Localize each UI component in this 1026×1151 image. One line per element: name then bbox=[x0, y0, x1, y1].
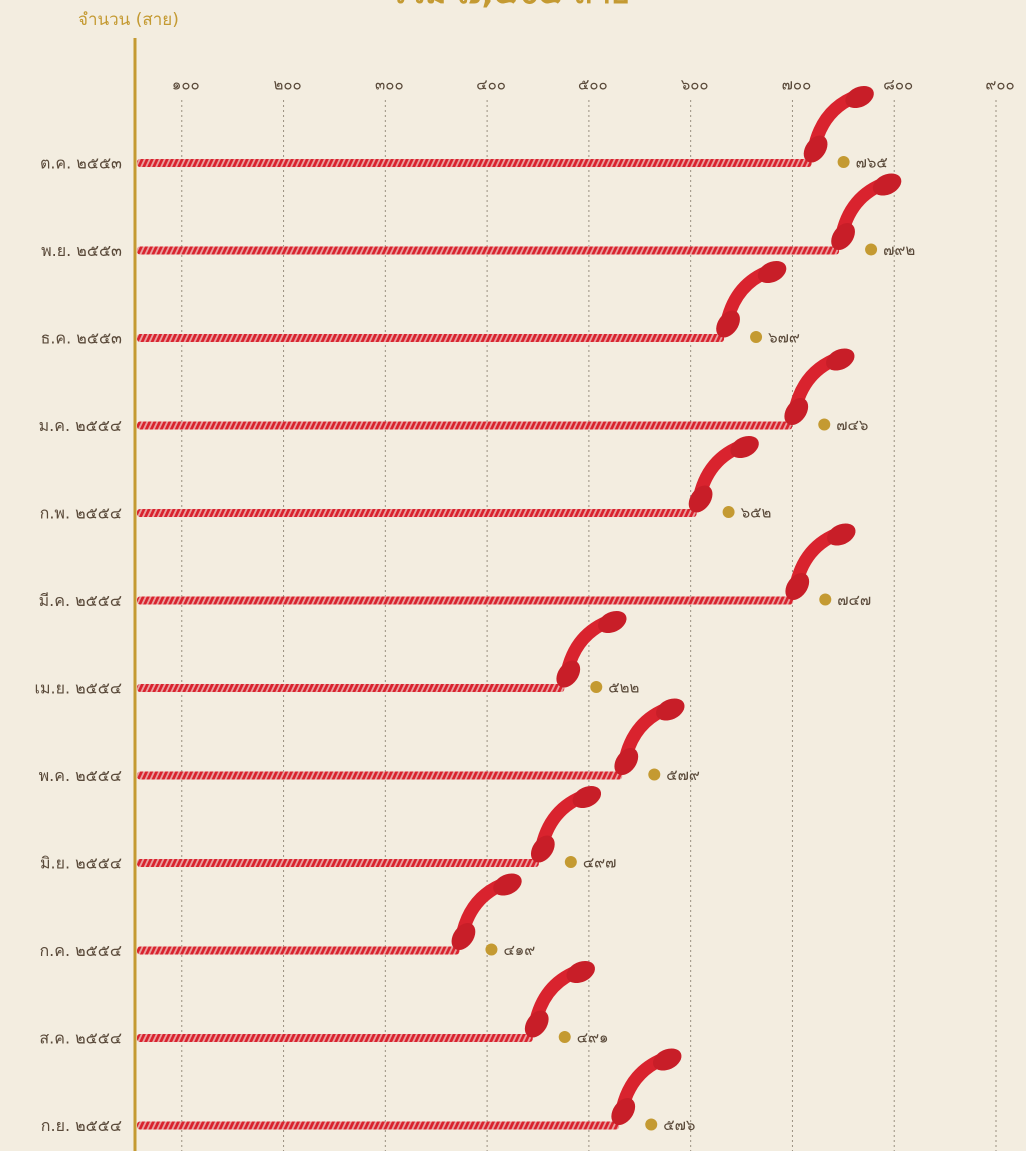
handset-ear bbox=[845, 85, 874, 109]
x-tick-label: ๘๐๐ bbox=[883, 76, 913, 94]
category-label: ก.ย. ๒๕๕๔ bbox=[41, 1116, 122, 1135]
axis-label: จำนวน (สาย) bbox=[78, 10, 179, 30]
handset-mouth bbox=[831, 222, 855, 251]
bar bbox=[137, 946, 460, 955]
value-dot bbox=[485, 943, 498, 956]
value-dot bbox=[865, 243, 878, 256]
value-dot bbox=[818, 418, 831, 431]
handset-ear bbox=[827, 523, 856, 546]
handset bbox=[803, 85, 874, 163]
bar bbox=[137, 596, 794, 605]
category-label: มี.ค. ๒๕๕๔ bbox=[39, 591, 122, 610]
bar bbox=[137, 246, 840, 255]
value-dot bbox=[558, 1031, 571, 1043]
bar bbox=[137, 1034, 533, 1042]
category-label: ก.ค. ๒๕๕๔ bbox=[39, 941, 122, 960]
value-label: ๗๙๒ bbox=[883, 241, 915, 259]
value-dot bbox=[750, 331, 763, 343]
handset bbox=[556, 610, 627, 688]
handset bbox=[688, 435, 759, 513]
handset-ear bbox=[757, 260, 787, 284]
handset bbox=[831, 173, 902, 251]
x-tick-label: ๒๐๐ bbox=[273, 76, 301, 94]
handset bbox=[716, 260, 787, 338]
value-dot bbox=[590, 681, 603, 693]
handset-ear bbox=[493, 873, 522, 896]
category-label: พ.ค. ๒๕๕๔ bbox=[39, 766, 122, 785]
value-label: ๗๖๕ bbox=[856, 154, 888, 172]
chart-title: รวม ๗,๔๖๕ สาย bbox=[390, 0, 630, 11]
handset-ear bbox=[566, 960, 595, 984]
handset-ear bbox=[730, 435, 759, 459]
category-label: พ.ย. ๒๕๕๓ bbox=[41, 241, 122, 260]
handset-mouth bbox=[803, 135, 828, 163]
handset-ear bbox=[653, 1048, 682, 1071]
handset-mouth bbox=[451, 922, 476, 951]
value-label: ๕๗๙ bbox=[666, 766, 700, 784]
handset bbox=[530, 785, 602, 863]
x-tick-label: ๕๐๐ bbox=[578, 76, 608, 94]
x-tick-label: ๖๐๐ bbox=[681, 76, 709, 94]
category-label: ม.ค. ๒๕๕๔ bbox=[39, 416, 122, 435]
handset-mouth bbox=[785, 572, 810, 601]
value-label: ๔๙๑ bbox=[577, 1029, 609, 1047]
category-label: มิ.ย. ๒๕๕๔ bbox=[40, 854, 122, 873]
handset-ear bbox=[872, 173, 902, 196]
x-tick-label: ๔๐๐ bbox=[476, 76, 506, 94]
bar bbox=[137, 1121, 620, 1130]
handset-mouth bbox=[530, 835, 555, 863]
handset-mouth bbox=[524, 1010, 549, 1038]
handset bbox=[614, 698, 685, 776]
value-dot bbox=[722, 506, 735, 518]
category-label: ต.ค. ๒๕๕๓ bbox=[40, 154, 122, 173]
bar bbox=[137, 421, 793, 430]
value-label: ๕๒๒ bbox=[608, 679, 639, 697]
handset bbox=[611, 1048, 682, 1126]
bar bbox=[137, 334, 725, 342]
value-dot bbox=[819, 593, 832, 606]
handset-mouth bbox=[688, 485, 713, 513]
bar bbox=[137, 509, 697, 517]
handset-ear bbox=[598, 610, 627, 634]
handset bbox=[784, 348, 855, 426]
value-dot bbox=[837, 156, 850, 168]
bar bbox=[137, 684, 565, 692]
handset-mouth bbox=[614, 747, 639, 776]
bar bbox=[137, 859, 539, 867]
handset bbox=[524, 960, 595, 1038]
handset-mouth bbox=[556, 660, 581, 688]
value-dot bbox=[648, 768, 661, 781]
handset-ear bbox=[656, 698, 685, 721]
handset bbox=[451, 873, 522, 951]
value-dot bbox=[564, 856, 577, 868]
value-label: ๗๔๖ bbox=[836, 416, 868, 434]
x-tick-label: ๗๐๐ bbox=[782, 76, 812, 94]
category-label: เม.ย. ๒๕๕๔ bbox=[34, 679, 122, 698]
x-tick-label: ๙๐๐ bbox=[985, 76, 1014, 94]
category-label: ส.ค. ๒๕๕๔ bbox=[39, 1029, 122, 1048]
value-label: ๖๕๒ bbox=[741, 504, 772, 522]
value-dot bbox=[645, 1118, 658, 1131]
handset-mouth bbox=[784, 397, 809, 426]
x-tick-label: ๓๐๐ bbox=[375, 76, 404, 94]
bar bbox=[137, 771, 623, 780]
value-label: ๕๗๖ bbox=[663, 1116, 695, 1134]
value-label: ๔๑๙ bbox=[503, 941, 535, 959]
handset-ear bbox=[572, 785, 602, 809]
category-label: ก.พ. ๒๕๕๔ bbox=[40, 504, 122, 523]
value-label: ๖๗๙ bbox=[768, 329, 800, 347]
handset bbox=[785, 523, 856, 601]
category-label: ธ.ค. ๒๕๕๓ bbox=[41, 329, 122, 348]
value-label: ๗๔๗ bbox=[837, 591, 871, 609]
handset-mouth bbox=[716, 310, 740, 338]
bar bbox=[137, 159, 812, 167]
handset-mouth bbox=[611, 1097, 636, 1126]
handset-ear bbox=[826, 348, 855, 371]
value-label: ๔๙๗ bbox=[583, 854, 617, 872]
x-tick-label: ๑๐๐ bbox=[172, 76, 200, 94]
